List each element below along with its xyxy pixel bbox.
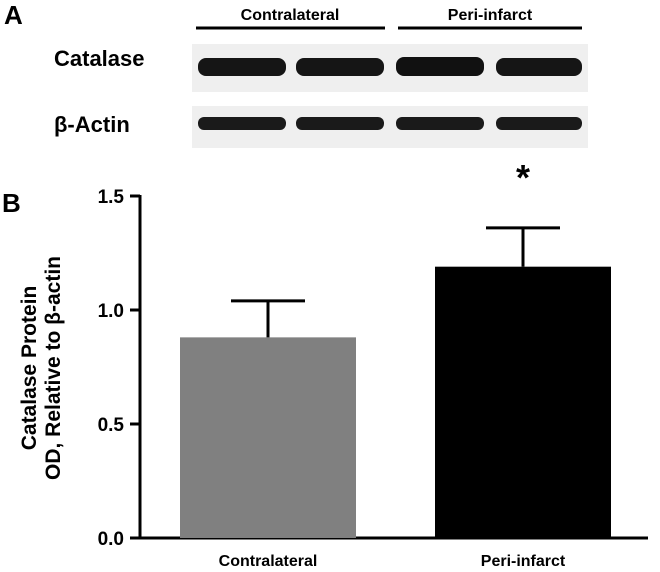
blot-label-catalase: Catalase bbox=[54, 46, 145, 71]
group-label-peri-infarct: Peri-infarct bbox=[448, 7, 533, 24]
catalase-band bbox=[496, 58, 582, 76]
beta-actin-band bbox=[198, 117, 286, 130]
y-axis-title-line-1: Catalase Protein bbox=[18, 286, 41, 451]
bar-contralateral bbox=[180, 337, 356, 538]
catalase-band bbox=[296, 58, 384, 76]
panel-a-letter: A bbox=[4, 0, 23, 30]
significance-marker: * bbox=[516, 157, 530, 198]
beta-actin-band bbox=[396, 117, 484, 130]
group-label-contralateral: Contralateral bbox=[241, 7, 340, 24]
x-category-label: Peri-infarct bbox=[481, 553, 566, 570]
bar-peri-infarct bbox=[435, 266, 611, 538]
y-tick-label: 0.0 bbox=[98, 529, 124, 550]
western-blot-panel: A Contralateral Peri-infarct Catalase β-… bbox=[4, 0, 588, 148]
x-category-label: Contralateral bbox=[219, 553, 318, 570]
catalase-band bbox=[198, 58, 286, 76]
y-axis-title-line-2: OD, Relative to β-actin bbox=[42, 256, 65, 480]
beta-actin-band bbox=[496, 117, 582, 130]
panel-b-letter: B bbox=[2, 188, 21, 218]
catalase-band bbox=[396, 57, 484, 76]
plot-area: 0.0 0.5 1.0 1.5 Contralateral Peri-infarct * bbox=[98, 157, 648, 570]
blot-label-beta-actin: β-Actin bbox=[54, 112, 130, 137]
beta-actin-band bbox=[296, 117, 384, 130]
y-tick-label: 0.5 bbox=[98, 415, 125, 436]
y-tick-label: 1.0 bbox=[98, 301, 124, 322]
y-tick-label: 1.5 bbox=[98, 187, 125, 208]
